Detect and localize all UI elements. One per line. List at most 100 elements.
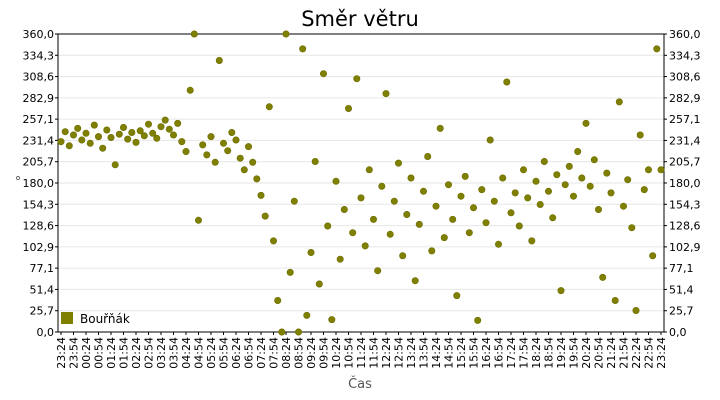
data-point — [303, 311, 311, 319]
grid — [58, 54, 664, 312]
x-tick-label: 18:54 — [543, 337, 556, 369]
x-tick-label: 12:24 — [380, 337, 393, 369]
data-point — [265, 103, 273, 111]
data-point — [149, 129, 157, 137]
x-tick-label: 22:24 — [630, 337, 643, 369]
y-tick-label-left: 77,1 — [30, 262, 55, 275]
data-point — [174, 119, 182, 127]
data-point — [640, 186, 648, 194]
data-point — [232, 136, 240, 144]
x-tick-label: 22:54 — [643, 337, 656, 369]
data-point — [436, 124, 444, 132]
data-point — [524, 194, 532, 202]
data-point — [278, 328, 286, 336]
data-point — [90, 121, 98, 129]
data-point — [61, 128, 69, 136]
data-point — [65, 142, 73, 150]
data-point — [78, 136, 86, 144]
x-tick-label: 03:24 — [155, 337, 168, 369]
data-point — [307, 249, 315, 257]
x-axis-label: Čas — [348, 376, 372, 392]
data-point — [157, 123, 165, 131]
x-tick-label: 11:24 — [355, 337, 368, 369]
data-point — [107, 134, 115, 142]
x-tick-label: 16:54 — [493, 337, 506, 369]
data-point — [274, 296, 282, 304]
x-tick-label: 03:54 — [168, 337, 181, 369]
data-point — [319, 70, 327, 78]
data-point — [507, 209, 515, 217]
data-point — [95, 133, 103, 141]
data-point — [519, 166, 527, 174]
data-point — [636, 131, 644, 139]
data-point — [340, 206, 348, 214]
data-point — [394, 159, 402, 167]
data-point — [253, 175, 261, 183]
y-tick-label-right: 257,1 — [669, 113, 701, 126]
x-tick-label: 14:24 — [430, 337, 443, 369]
x-tick-label: 02:54 — [143, 337, 156, 369]
data-point — [190, 30, 198, 38]
data-point — [170, 131, 178, 139]
y-tick-label-right: 205,7 — [669, 156, 701, 169]
x-tick-label: 15:54 — [468, 337, 481, 369]
data-point — [294, 328, 302, 336]
x-tick-label: 20:24 — [580, 337, 593, 369]
data-point — [653, 45, 661, 53]
data-point — [236, 154, 244, 162]
data-point — [544, 187, 552, 195]
x-tick-label: 04:24 — [180, 337, 193, 369]
data-point — [649, 252, 657, 260]
data-point — [574, 148, 582, 156]
data-point — [74, 124, 82, 132]
data-point — [424, 153, 432, 161]
y-tick-label-left: 102,9 — [23, 241, 55, 254]
data-point — [536, 201, 544, 209]
y-axis-label: ° — [15, 175, 22, 190]
data-point — [561, 181, 569, 189]
data-point — [590, 156, 598, 164]
data-point — [532, 177, 540, 185]
x-tick-label: 09:24 — [305, 337, 318, 369]
data-point — [486, 136, 494, 144]
data-point — [299, 45, 307, 53]
data-point — [461, 172, 469, 180]
y-tick-label-right: 360,0 — [669, 28, 701, 41]
data-point — [599, 273, 607, 281]
y-axis-ticks: 0,0 0,0 25,7 25,7 51,4 51,4 77,1 77,1 102,9 102,9… — [23, 28, 701, 339]
data-point — [499, 174, 507, 182]
x-tick-label: 16:24 — [480, 337, 493, 369]
x-tick-label: 13:54 — [418, 337, 431, 369]
data-point — [565, 162, 573, 170]
data-point — [228, 129, 236, 137]
y-tick-label-left: 360,0 — [23, 28, 55, 41]
data-point — [549, 214, 557, 222]
y-tick-label-right: 0,0 — [669, 326, 687, 339]
x-tick-label: 01:24 — [105, 337, 118, 369]
data-point — [469, 204, 477, 212]
data-point — [624, 176, 632, 184]
x-tick-label: 04:54 — [193, 337, 206, 369]
data-point — [474, 316, 482, 324]
data-point — [457, 192, 465, 200]
data-point — [369, 215, 377, 223]
data-point — [153, 134, 161, 142]
x-tick-label: 20:54 — [593, 337, 606, 369]
x-tick-label: 23:24 — [655, 337, 668, 369]
data-point — [136, 127, 144, 135]
y-tick-label-left: 180,0 — [23, 177, 55, 190]
data-point — [428, 247, 436, 255]
x-tick-label: 15:24 — [455, 337, 468, 369]
legend-swatch — [61, 312, 73, 324]
data-point — [165, 125, 173, 133]
x-tick-label: 19:24 — [555, 337, 568, 369]
x-tick-label: 07:54 — [268, 337, 281, 369]
data-point — [619, 202, 627, 210]
data-point — [161, 116, 169, 124]
data-point — [449, 215, 457, 223]
y-tick-label-left: 128,6 — [23, 220, 55, 233]
data-point — [357, 194, 365, 202]
data-point — [407, 174, 415, 182]
data-point — [145, 120, 153, 128]
